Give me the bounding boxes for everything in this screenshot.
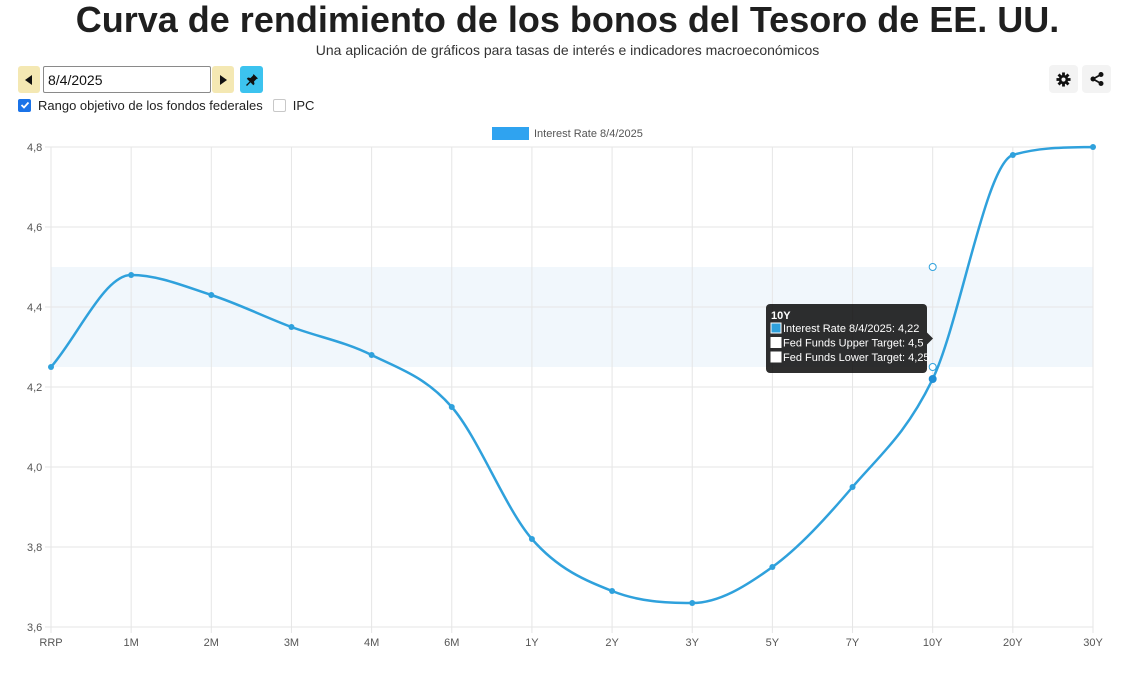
- tooltip-line: Fed Funds Lower Target: 4,25: [783, 352, 930, 364]
- caret-right-icon: [220, 74, 227, 85]
- x-tick-label: 6M: [444, 637, 459, 649]
- data-point: [528, 536, 535, 542]
- x-tick-label: 1M: [124, 637, 139, 649]
- y-tick-label: 4,4: [27, 302, 42, 314]
- data-point: [128, 272, 135, 278]
- data-point: [448, 404, 455, 410]
- x-tick-label: 20Y: [1003, 637, 1023, 649]
- cpi-checkbox[interactable]: [272, 98, 286, 112]
- tooltip-line: Interest Rate 8/4/2025: 4,22: [783, 323, 919, 335]
- share-icon: [1090, 72, 1103, 86]
- y-tick-label: 3,6: [27, 622, 42, 634]
- tooltip-line: Fed Funds Upper Target: 4,5: [783, 338, 923, 350]
- yield-curve-chart[interactable]: 4,8 4,6 4,4 4,2 4,0 3,8 3,6 RRP 1M 2M 3M 4M 6M 1Y 2Y 3Y…: [0, 118, 1135, 658]
- fed-funds-checkbox[interactable]: [18, 98, 31, 112]
- caret-left-icon: [25, 74, 32, 85]
- y-tick-label: 3,8: [27, 542, 42, 554]
- legend-swatch: [492, 127, 529, 140]
- x-tick-label: 30Y: [1083, 637, 1103, 649]
- data-point: [769, 564, 776, 570]
- x-tick-label: 1Y: [525, 637, 539, 649]
- y-tick-label: 4,2: [27, 382, 42, 394]
- tooltip-swatch: [770, 351, 782, 363]
- x-tick-label: 2Y: [605, 637, 619, 649]
- pin-button[interactable]: [240, 66, 263, 93]
- gear-icon: [1056, 71, 1071, 87]
- settings-button[interactable]: [1049, 65, 1078, 93]
- x-tick-label: 3M: [284, 637, 299, 649]
- x-tick-label: 3Y: [685, 637, 699, 649]
- series-layer: [48, 144, 1096, 606]
- data-point: [1009, 152, 1016, 158]
- tooltip-swatch: [770, 322, 782, 334]
- axis-layer: 4,8 4,6 4,4 4,2 4,0 3,8 3,6 RRP 1M 2M 3M 4M 6M 1Y 2Y 3Y…: [27, 142, 1103, 649]
- overlay-options: Rango objetivo de los fondos federales I…: [18, 97, 314, 113]
- fed-funds-band: [51, 267, 1093, 367]
- y-tick-label: 4,6: [27, 222, 42, 234]
- checkmark-icon: [20, 101, 29, 109]
- y-tick-label: 4,8: [27, 142, 42, 154]
- cpi-checkbox-label[interactable]: IPC: [292, 97, 315, 113]
- x-tick-label: 5Y: [766, 637, 780, 649]
- tooltip-box: [766, 304, 927, 373]
- next-date-button[interactable]: [212, 66, 234, 93]
- x-tick-label: 4M: [364, 637, 379, 649]
- x-tick-label: 2M: [204, 637, 219, 649]
- data-point: [208, 292, 215, 298]
- page-subtitle: Una aplicación de gráficos para tasas de…: [315, 42, 820, 58]
- legend-label: Interest Rate 8/4/2025: [534, 128, 643, 140]
- x-tick-label: RRP: [39, 637, 62, 649]
- active-point: [928, 375, 937, 383]
- tooltip-swatch: [770, 337, 782, 348]
- grid-layer: [45, 146, 1094, 633]
- fed-funds-checkbox-label[interactable]: Rango objetivo de los fondos federales: [38, 97, 263, 113]
- data-point: [48, 364, 54, 370]
- legend[interactable]: Interest Rate 8/4/2025: [492, 127, 643, 140]
- series-line: [50, 145, 1094, 605]
- fed-funds-band-layer: [51, 267, 1093, 367]
- data-point: [609, 588, 616, 594]
- share-button[interactable]: [1082, 65, 1111, 93]
- x-tick-label: 10Y: [923, 637, 943, 649]
- data-point: [689, 600, 696, 606]
- y-tick-label: 4,0: [27, 462, 42, 474]
- tooltip-caret: [927, 332, 933, 345]
- page-title: Curva de rendimiento de los bonos del Te…: [75, 0, 1060, 40]
- x-tick-label: 7Y: [846, 637, 860, 649]
- lower-target-marker: [928, 363, 937, 371]
- data-point: [849, 484, 856, 490]
- upper-target-marker: [928, 263, 937, 271]
- data-point: [368, 352, 375, 358]
- data-point: [1090, 144, 1096, 150]
- date-input[interactable]: [43, 66, 211, 93]
- data-point: [288, 324, 295, 330]
- previous-date-button[interactable]: [18, 66, 40, 93]
- tooltip-title: 10Y: [771, 310, 791, 322]
- pin-icon: [245, 73, 258, 86]
